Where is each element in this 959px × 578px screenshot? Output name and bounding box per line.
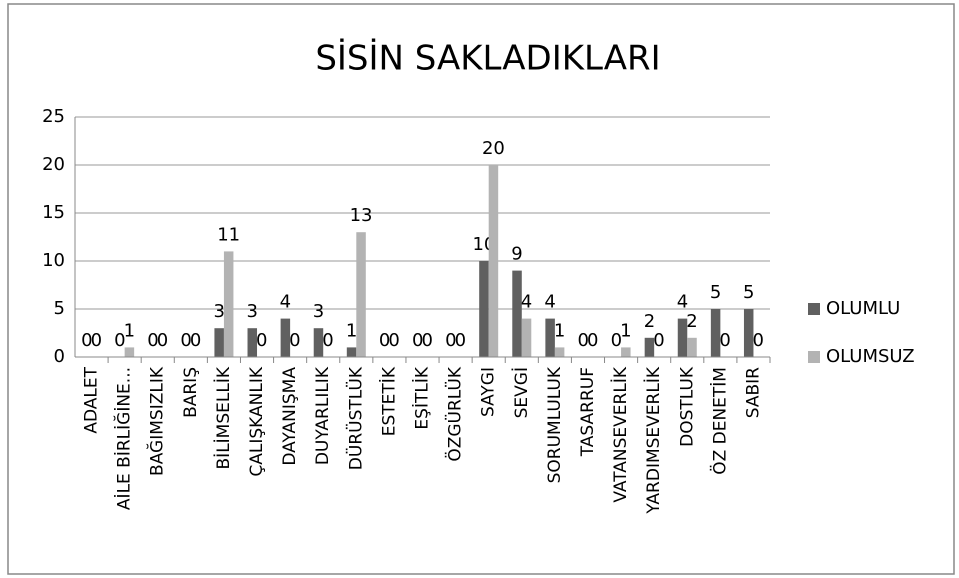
- x-tick-label: ÖZ DENETİM: [708, 367, 730, 475]
- x-tick-label: DOSTLUK: [677, 366, 697, 447]
- bar: [710, 309, 721, 357]
- x-tick-label: SAYGI: [479, 367, 499, 417]
- data-label: 0: [752, 330, 763, 351]
- bar: [479, 261, 489, 357]
- data-label: 4: [544, 292, 555, 313]
- y-tick-label: 25: [42, 106, 65, 127]
- data-label: 2: [686, 311, 697, 332]
- chart-title: SİSİN SAKLADIKLARI: [315, 39, 660, 79]
- bar: [545, 318, 555, 357]
- y-tick-label: 20: [42, 154, 65, 175]
- data-label: 4: [521, 292, 532, 313]
- data-label: 0: [322, 330, 333, 351]
- data-label: 0: [81, 330, 92, 351]
- data-label: 0: [388, 330, 399, 351]
- bar: [621, 347, 631, 357]
- bar: [488, 165, 499, 357]
- x-tick-label: VATANSEVERLİK: [610, 366, 631, 502]
- x-tick-label: SABIR: [743, 367, 763, 418]
- x-tick-label: AİLE BİRLİĞİNE...: [113, 367, 135, 510]
- x-tick-label: SORUMLULUK: [545, 366, 565, 483]
- data-label: 0: [91, 330, 102, 351]
- legend-label: OLUMSUZ: [826, 346, 915, 367]
- data-label: 5: [710, 282, 721, 303]
- bar: [356, 232, 366, 357]
- data-label: 20: [482, 138, 505, 159]
- data-label: 0: [289, 330, 300, 351]
- y-tick-label: 15: [42, 202, 65, 223]
- x-tick-label: ESTETİK: [378, 366, 399, 436]
- data-label: 13: [350, 205, 373, 226]
- data-label: 9: [511, 244, 522, 265]
- data-label: 0: [577, 330, 588, 351]
- data-label: 0: [412, 330, 423, 351]
- x-tick-label: SEVGİ: [511, 367, 532, 418]
- bar: [687, 337, 697, 357]
- x-tick-label: TASARRUF: [578, 367, 598, 457]
- x-tick-label: EŞİTLİK: [412, 366, 433, 429]
- data-label: 1: [346, 320, 357, 341]
- data-label: 4: [677, 292, 688, 313]
- bar: [214, 328, 224, 357]
- data-label: 0: [611, 330, 622, 351]
- x-tick-label: BAĞIMSIZLIK: [146, 366, 168, 476]
- bar: [644, 337, 655, 357]
- legend-swatch: [808, 351, 820, 363]
- x-tick-label: DÜRÜSTLÜK: [344, 366, 366, 470]
- bar: [677, 318, 688, 357]
- x-tick-label: ÖZGÜRLÜK: [444, 366, 466, 462]
- data-label: 0: [256, 330, 267, 351]
- data-label: 3: [213, 301, 224, 322]
- bar: [521, 318, 532, 357]
- data-label: 11: [217, 224, 240, 245]
- data-label: 0: [422, 330, 433, 351]
- x-tick-label: YARDIMSEVERLİK: [643, 366, 664, 514]
- data-label: 1: [554, 320, 565, 341]
- data-label: 0: [190, 330, 201, 351]
- bar: [512, 270, 522, 357]
- data-label: 0: [455, 330, 466, 351]
- data-label: 1: [124, 320, 135, 341]
- data-label: 0: [157, 330, 168, 351]
- bar: [346, 347, 357, 357]
- data-label: 3: [247, 301, 258, 322]
- bar: [247, 328, 258, 357]
- data-label: 0: [719, 330, 730, 351]
- data-label: 0: [445, 330, 456, 351]
- data-label: 2: [644, 311, 655, 332]
- legend-label: OLUMLU: [826, 298, 900, 319]
- data-label: 0: [147, 330, 158, 351]
- data-label: 0: [114, 330, 125, 351]
- legend-swatch: [808, 303, 820, 315]
- x-tick-label: DAYANIŞMA: [280, 367, 300, 466]
- bar: [313, 328, 324, 357]
- x-tick-label: ÇALIŞKANLIK: [247, 366, 267, 476]
- data-label: 3: [313, 301, 324, 322]
- data-label: 0: [587, 330, 598, 351]
- bar: [743, 309, 754, 357]
- y-tick-label: 5: [54, 298, 65, 319]
- x-tick-label: DUYARLILIK: [313, 366, 333, 465]
- bar: [223, 251, 234, 357]
- x-tick-label: BARIŞ: [181, 367, 201, 418]
- bar: [124, 347, 135, 357]
- data-label: 0: [180, 330, 191, 351]
- bar: [280, 318, 291, 357]
- bar: [554, 347, 565, 357]
- data-label: 4: [280, 292, 291, 313]
- data-label: 0: [653, 330, 664, 351]
- data-label: 5: [743, 282, 754, 303]
- y-tick-label: 0: [54, 346, 65, 367]
- data-label: 1: [620, 320, 631, 341]
- data-label: 0: [379, 330, 390, 351]
- y-tick-label: 10: [42, 250, 65, 271]
- x-tick-label: ADALET: [82, 366, 102, 433]
- x-tick-label: BİLİMSELLİK: [213, 366, 234, 469]
